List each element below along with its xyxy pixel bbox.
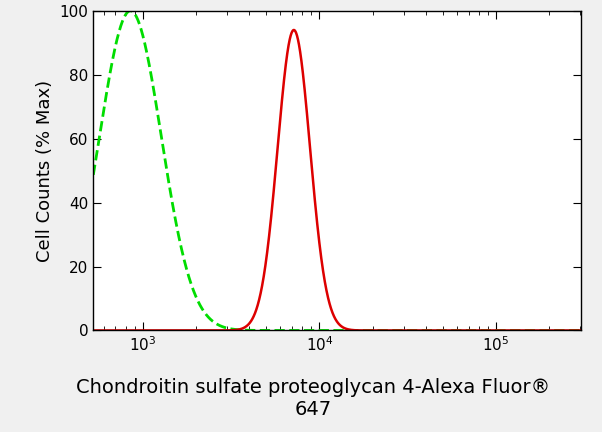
Y-axis label: Cell Counts (% Max): Cell Counts (% Max) (36, 79, 54, 262)
Text: Chondroitin sulfate proteoglycan 4-Alexa Fluor®
647: Chondroitin sulfate proteoglycan 4-Alexa… (76, 378, 550, 419)
